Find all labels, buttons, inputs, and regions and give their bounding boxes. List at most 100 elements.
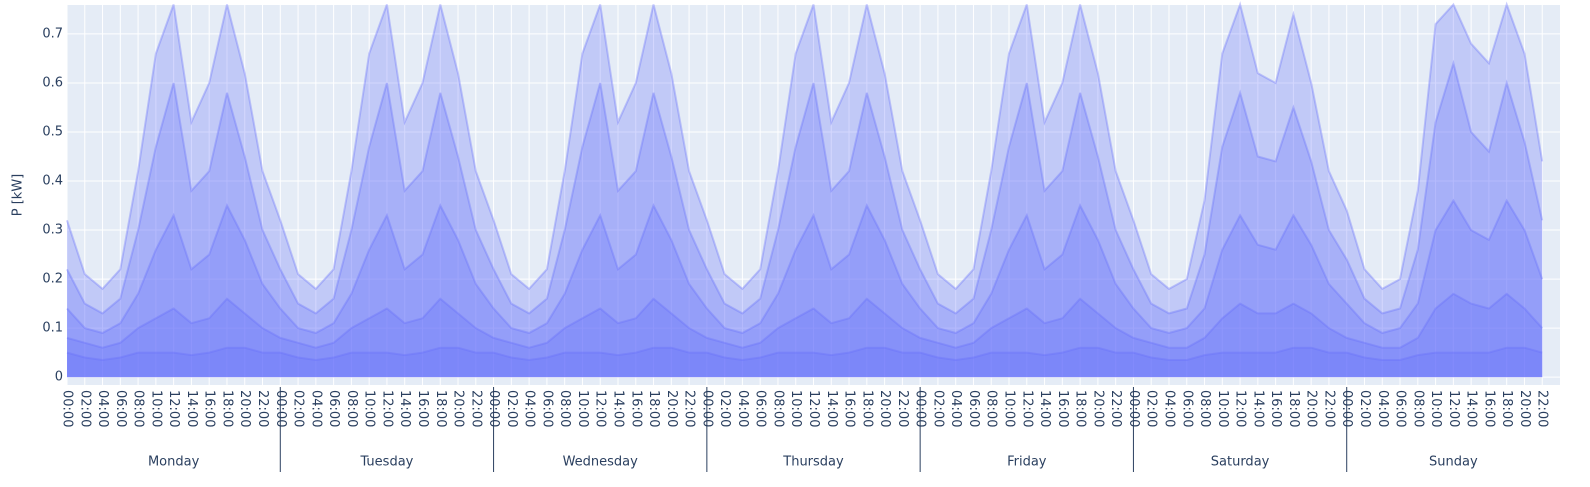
x-tick-label: 18:00 <box>646 390 661 427</box>
x-tick-label: 14:00 <box>1464 390 1479 427</box>
x-tick-label: 12:00 <box>1019 390 1034 427</box>
x-tick-label: 08:00 <box>1197 390 1212 427</box>
x-tick-label: 08:00 <box>131 390 146 427</box>
x-tick-label: 08:00 <box>984 390 999 427</box>
x-tick-label: 10:00 <box>1002 390 1017 427</box>
x-tick-label: 16:00 <box>1481 390 1496 427</box>
x-tick-label: 18:00 <box>433 390 448 427</box>
series-area <box>67 63 1543 378</box>
y-tick-label: 0.1 <box>42 321 63 336</box>
x-group-label: Wednesday <box>563 455 639 470</box>
x-tick-label: 14:00 <box>610 390 625 427</box>
x-tick-label: 18:00 <box>219 390 234 427</box>
x-tick-label: 04:00 <box>1161 390 1176 427</box>
x-tick-label: 22:00 <box>1108 390 1123 427</box>
x-tick-label: 08:00 <box>344 390 359 427</box>
x-tick-label: 18:00 <box>1286 390 1301 427</box>
x-tick-label: 10:00 <box>1215 390 1230 427</box>
x-tick-label: 16:00 <box>1268 390 1283 427</box>
y-tick-label: 0.2 <box>42 272 63 287</box>
series-area <box>67 4 1543 378</box>
x-group-label: Monday <box>148 455 200 470</box>
x-tick-label: 14:00 <box>397 390 412 427</box>
x-tick-label: 12:00 <box>806 390 821 427</box>
x-tick-label: 02:00 <box>1144 390 1159 427</box>
x-tick-label: 22:00 <box>682 390 697 427</box>
x-tick-label: 16:00 <box>202 390 217 427</box>
x-tick-label: 10:00 <box>148 390 163 427</box>
x-tick-label: 08:00 <box>1410 390 1425 427</box>
x-tick-label: 14:00 <box>184 390 199 427</box>
x-tick-label: 06:00 <box>753 390 768 427</box>
x-tick-label: 02:00 <box>504 390 519 427</box>
x-tick-label: 18:00 <box>859 390 874 427</box>
y-tick-label: 0 <box>55 370 63 385</box>
x-tick-label: 06:00 <box>966 390 981 427</box>
x-tick-label: 08:00 <box>557 390 572 427</box>
x-tick-label: 20:00 <box>1090 390 1105 427</box>
x-tick-label: 16:00 <box>1055 390 1070 427</box>
series-line <box>66 346 1543 362</box>
x-tick-label: 00:00 <box>60 390 75 427</box>
x-tick-label: 22:00 <box>1535 390 1550 427</box>
x-tick-label: 12:00 <box>379 390 394 427</box>
x-tick-label: 20:00 <box>237 390 252 427</box>
series-line <box>66 1 1544 291</box>
x-tick-label: 12:00 <box>593 390 608 427</box>
x-tick-label: 14:00 <box>1250 390 1265 427</box>
series-line <box>66 59 1544 315</box>
x-tick-label: 22:00 <box>468 390 483 427</box>
x-tick-label: 10:00 <box>1428 390 1443 427</box>
x-group-label: Thursday <box>782 455 844 470</box>
series-line <box>66 292 1543 349</box>
x-tick-label: 04:00 <box>95 390 110 427</box>
x-tick-label: 16:00 <box>415 390 430 427</box>
x-tick-label: 02:00 <box>717 390 732 427</box>
x-tick-label: 02:00 <box>77 390 92 427</box>
x-tick-label: 04:00 <box>308 390 323 427</box>
x-tick-label: 20:00 <box>1517 390 1532 427</box>
x-group-label: Friday <box>1007 455 1047 470</box>
y-tick-label: 0.7 <box>42 26 63 41</box>
x-tick-label: 06:00 <box>539 390 554 427</box>
y-axis-title: P [kW] <box>11 174 26 217</box>
x-tick-label: 08:00 <box>770 390 785 427</box>
x-tick-label: 14:00 <box>824 390 839 427</box>
y-tick-label: 0.6 <box>42 75 63 90</box>
x-tick-label: 06:00 <box>113 390 128 427</box>
x-tick-label: 06:00 <box>1393 390 1408 427</box>
x-tick-label: 22:00 <box>1321 390 1336 427</box>
x-tick-label: 20:00 <box>664 390 679 427</box>
x-tick-label: 12:00 <box>166 390 181 427</box>
y-tick-label: 0.4 <box>42 174 63 189</box>
x-group-label: Sunday <box>1429 455 1478 470</box>
series-area <box>67 293 1543 378</box>
x-tick-label: 04:00 <box>735 390 750 427</box>
x-tick-label: 20:00 <box>451 390 466 427</box>
x-tick-label: 10:00 <box>788 390 803 427</box>
y-tick-label: 0.3 <box>42 223 63 238</box>
x-tick-label: 10:00 <box>575 390 590 427</box>
x-group-label: Tuesday <box>359 455 413 470</box>
x-tick-label: 20:00 <box>1304 390 1319 427</box>
x-tick-label: 02:00 <box>291 390 306 427</box>
x-tick-label: 12:00 <box>1446 390 1461 427</box>
x-tick-label: 14:00 <box>1037 390 1052 427</box>
x-tick-label: 06:00 <box>1179 390 1194 427</box>
x-tick-label: 20:00 <box>877 390 892 427</box>
series-area <box>67 347 1543 378</box>
x-tick-label: 22:00 <box>895 390 910 427</box>
x-tick-label: 22:00 <box>255 390 270 427</box>
x-tick-label: 06:00 <box>326 390 341 427</box>
x-tick-label: 12:00 <box>1233 390 1248 427</box>
x-tick-label: 18:00 <box>1073 390 1088 427</box>
x-tick-label: 10:00 <box>362 390 377 427</box>
x-tick-label: 18:00 <box>1499 390 1514 427</box>
x-tick-label: 04:00 <box>522 390 537 427</box>
x-group-label: Saturday <box>1211 455 1270 470</box>
x-tick-label: 02:00 <box>930 390 945 427</box>
x-tick-label: 04:00 <box>948 390 963 427</box>
series-line <box>66 198 1544 335</box>
x-tick-label: 02:00 <box>1357 390 1372 427</box>
